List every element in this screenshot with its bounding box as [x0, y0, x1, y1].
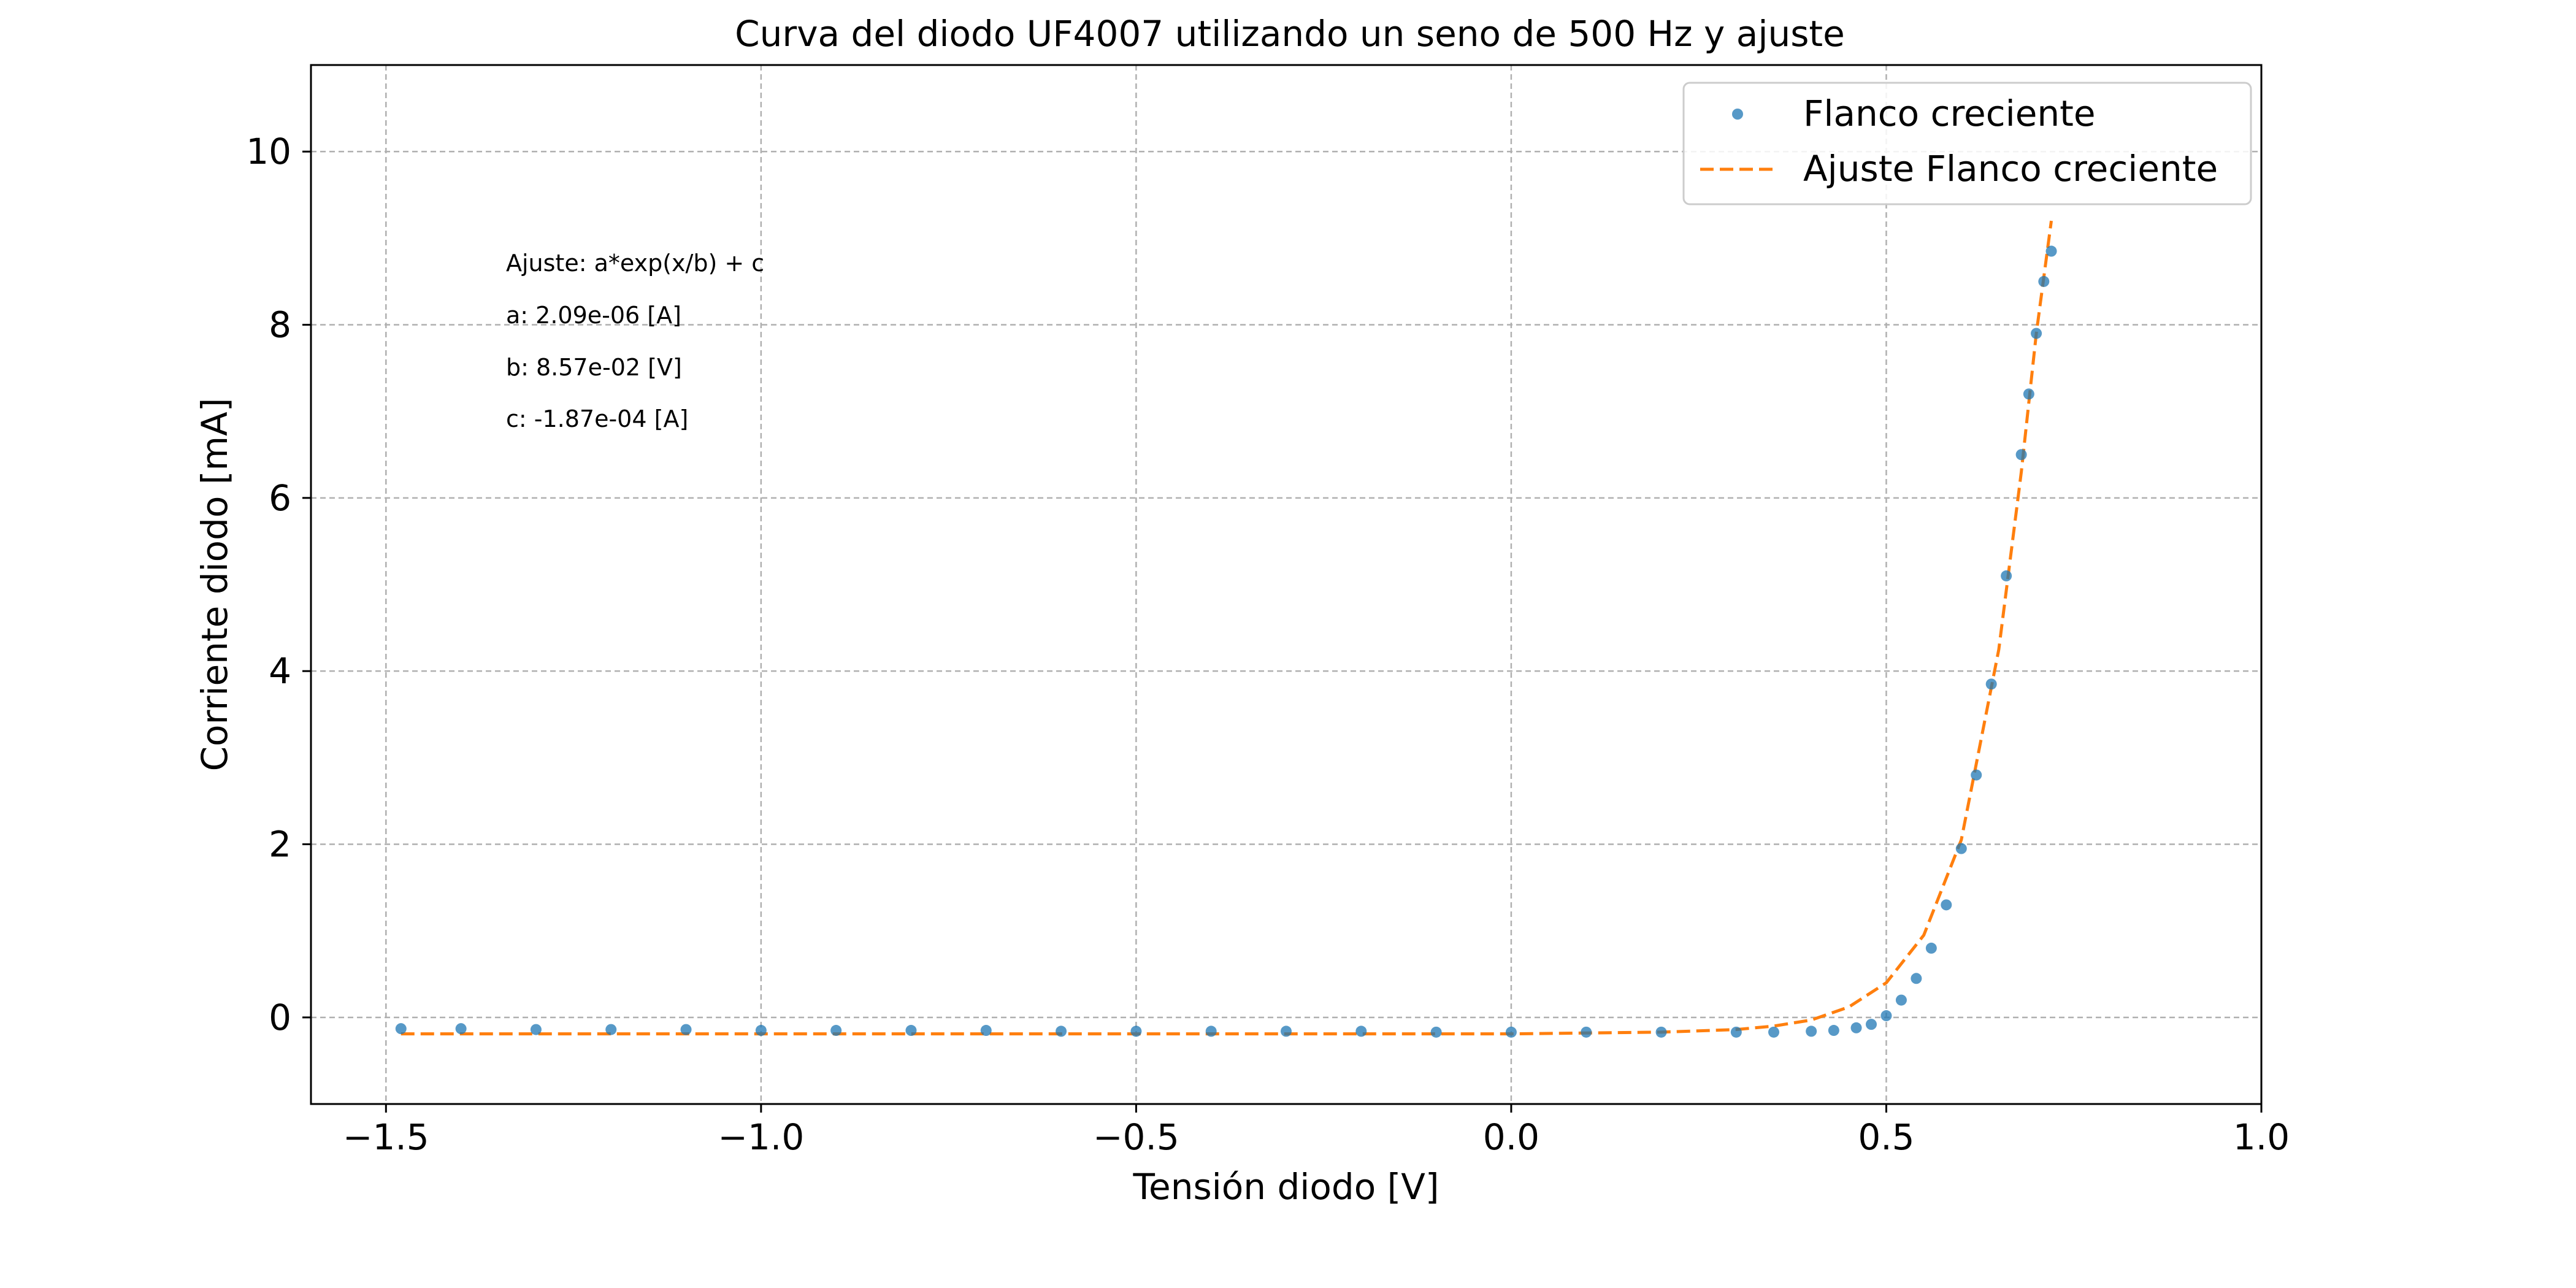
data-point	[1355, 1025, 1367, 1037]
y-axis-label: Corriente diodo [mA]	[194, 398, 236, 772]
fit-parameters: Ajuste: a*exp(x/b) + c a: 2.09e-06 [A] b…	[506, 250, 764, 432]
data-point	[1430, 1026, 1442, 1038]
data-point	[1655, 1026, 1667, 1038]
x-tick-label-3: 0.0	[1483, 1116, 1539, 1158]
data-point	[1581, 1026, 1592, 1038]
y-tick-label-3: 6	[269, 477, 291, 519]
chart-title: Curva del diodo UF4007 utilizando un sen…	[735, 13, 1845, 55]
data-point	[680, 1024, 692, 1035]
data-point	[1505, 1026, 1517, 1038]
data-point	[830, 1025, 842, 1037]
data-point	[755, 1025, 767, 1037]
y-tick-label-2: 4	[269, 650, 291, 692]
data-point	[2045, 245, 2057, 257]
data-point	[1971, 769, 1982, 781]
data-point	[605, 1024, 617, 1035]
data-point	[1850, 1022, 1862, 1033]
x-tick-label-5: 1.0	[2233, 1116, 2290, 1158]
data-point	[1895, 994, 1907, 1006]
plot-frame	[310, 64, 2263, 1105]
data-point	[1205, 1025, 1217, 1037]
y-tick-label-4: 8	[269, 304, 291, 346]
data-point	[1281, 1025, 1292, 1037]
y-tick-label-0: 0	[269, 997, 291, 1038]
data-point	[1955, 843, 1967, 854]
data-point	[1985, 678, 1997, 690]
data-point	[1806, 1025, 1817, 1037]
y-tick-label-1: 2	[269, 824, 291, 865]
data-point	[1911, 973, 1922, 984]
data-point	[980, 1025, 992, 1037]
legend-marker-flanco	[1732, 109, 1743, 120]
legend: Flanco creciente Ajuste Flanco creciente	[1682, 82, 2252, 205]
data-point	[1866, 1019, 1877, 1030]
x-tick-label-4: 0.5	[1858, 1116, 1914, 1158]
data-point	[1880, 1010, 1892, 1022]
data-point	[2023, 388, 2034, 400]
data-point	[905, 1025, 917, 1037]
x-tick-label-0: −1.5	[343, 1116, 429, 1158]
annotation-param-c: c: -1.87e-04 [A]	[506, 405, 688, 432]
data-point	[1828, 1025, 1839, 1037]
annotation-param-a: a: 2.09e-06 [A]	[506, 302, 681, 329]
data-point	[2015, 449, 2027, 461]
data-point	[530, 1024, 542, 1035]
data-point	[1056, 1025, 1067, 1037]
data-point	[2001, 570, 2012, 581]
annotation-param-b: b: 8.57e-02 [V]	[506, 354, 682, 381]
series-points-flanco	[395, 245, 2057, 1038]
x-axis-label: Tensión diodo [V]	[1132, 1166, 1439, 1208]
x-tick-label-1: −1.0	[718, 1116, 804, 1158]
y-tick-label-5: 10	[246, 131, 291, 172]
data-point	[1941, 899, 1952, 911]
data-point	[2031, 328, 2042, 339]
series-line-ajuste	[401, 220, 2053, 1036]
y-axis: 0 2 4 6 8 10	[246, 131, 311, 1038]
data-point	[1768, 1026, 1779, 1038]
grid	[311, 65, 2263, 1104]
data-point	[2038, 275, 2050, 287]
fit-series	[401, 220, 2053, 1036]
data-point	[1730, 1026, 1742, 1038]
legend-box	[1682, 82, 2252, 205]
annotation-formula: Ajuste: a*exp(x/b) + c	[506, 250, 764, 277]
x-tick-label-2: −0.5	[1093, 1116, 1179, 1158]
data-point	[455, 1023, 467, 1035]
data-point	[1925, 942, 1937, 954]
legend-label-flanco: Flanco creciente	[1803, 93, 2096, 134]
legend-label-ajuste: Ajuste Flanco creciente	[1803, 148, 2218, 190]
data-point	[395, 1023, 407, 1035]
data-point	[1130, 1025, 1142, 1037]
x-axis: −1.5 −1.0 −0.5 0.0 0.5 1.0	[343, 1104, 2290, 1158]
